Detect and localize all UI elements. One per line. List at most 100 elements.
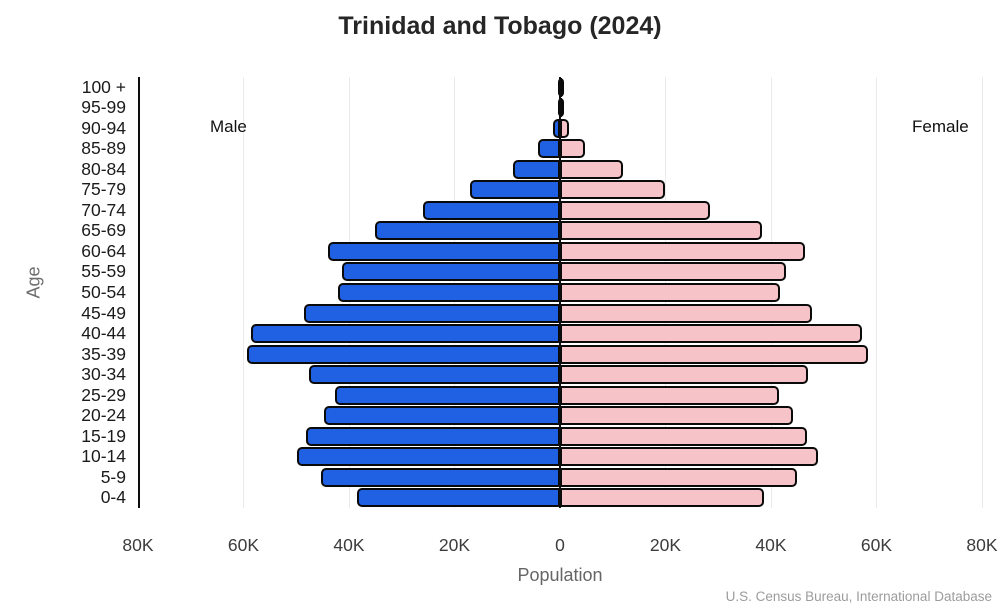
bar-female-5-9[interactable]	[560, 467, 797, 487]
bar-female-35-39[interactable]	[560, 344, 869, 364]
y-axis-line	[138, 77, 140, 508]
age-tick-label: 55-59	[81, 261, 126, 282]
pyramid-row	[140, 344, 984, 365]
x-tick-label: 0	[555, 535, 565, 555]
age-tick-label: 40-44	[81, 323, 126, 344]
age-tick-label: 10-14	[81, 446, 126, 467]
pyramid-row	[140, 405, 984, 426]
age-tick-label: 25-29	[81, 384, 126, 405]
bar-male-60-64[interactable]	[327, 241, 560, 261]
x-tick-labels: 80K 60K 40K 20K 0 20K 40K 60K 80K	[0, 535, 1000, 557]
bar-female-25-29[interactable]	[560, 385, 780, 405]
bar-male-40-44[interactable]	[250, 324, 560, 344]
female-series-label: Female	[912, 117, 969, 136]
source-attribution: U.S. Census Bureau, International Databa…	[725, 589, 992, 604]
age-tick-label: 80-84	[81, 158, 126, 179]
pyramid-row	[140, 282, 984, 303]
bar-male-50-54[interactable]	[337, 282, 560, 302]
bar-male-0-4[interactable]	[356, 488, 560, 508]
age-tick-label: 85-89	[81, 138, 126, 159]
pyramid-row	[140, 180, 984, 201]
bar-male-70-74[interactable]	[423, 200, 560, 220]
pyramid-row	[140, 385, 984, 406]
age-tick-label: 90-94	[81, 117, 126, 138]
bar-male-5-9[interactable]	[321, 467, 560, 487]
age-tick-label: 95-99	[81, 97, 126, 118]
bar-female-95-99[interactable]	[560, 98, 564, 118]
x-tick-label: 80K	[966, 535, 998, 555]
age-tick-label: 60-64	[81, 240, 126, 261]
bar-male-85-89[interactable]	[537, 139, 560, 159]
bar-female-70-74[interactable]	[560, 200, 711, 220]
pyramid-row	[140, 467, 984, 488]
age-tick-label: 75-79	[81, 179, 126, 200]
bar-female-100[interactable]	[560, 77, 564, 97]
age-tick-labels: 100 +95-99 90-94 85-89 80-84 75-79 70-74 65-69…	[0, 77, 130, 508]
pyramid-row	[140, 446, 984, 467]
bar-female-90-94[interactable]	[560, 118, 570, 138]
x-tick-label: 40K	[333, 535, 365, 555]
bar-female-20-24[interactable]	[560, 406, 793, 426]
bar-female-85-89[interactable]	[560, 139, 585, 159]
x-tick-label: 60K	[227, 535, 260, 555]
bar-female-55-59[interactable]	[560, 262, 787, 282]
bar-female-40-44[interactable]	[560, 324, 863, 344]
age-tick-label: 35-39	[81, 343, 126, 364]
bar-female-80-84[interactable]	[560, 159, 623, 179]
center-divider-line	[559, 77, 561, 508]
bar-female-75-79[interactable]	[560, 180, 665, 200]
bar-female-65-69[interactable]	[560, 221, 763, 241]
age-tick-label: 45-49	[81, 302, 126, 323]
pyramid-row	[140, 98, 984, 119]
bar-female-0-4[interactable]	[560, 488, 765, 508]
pyramid-row	[140, 77, 984, 98]
bar-male-75-79[interactable]	[469, 180, 560, 200]
age-tick-label: 5-9	[100, 466, 126, 487]
pyramid-row	[140, 364, 984, 385]
bar-female-15-19[interactable]	[560, 426, 808, 446]
bar-male-55-59[interactable]	[341, 262, 560, 282]
x-tick-label: 60K	[860, 535, 893, 555]
gridline	[243, 77, 244, 508]
pyramid-row	[140, 262, 984, 283]
pyramid-row	[140, 159, 984, 180]
chart-title: Trinidad and Tobago (2024)	[338, 12, 662, 40]
pyramid-row	[140, 118, 984, 139]
bar-female-50-54[interactable]	[560, 282, 780, 302]
x-tick-label: 20K	[649, 535, 682, 555]
x-tick-label: 80K	[122, 535, 154, 555]
bar-female-45-49[interactable]	[560, 303, 812, 323]
x-tick-label: 40K	[755, 535, 787, 555]
gridline	[981, 77, 983, 508]
bar-male-10-14[interactable]	[296, 447, 560, 467]
bar-female-10-14[interactable]	[560, 447, 818, 467]
x-tick-label: 20K	[438, 535, 471, 555]
age-tick-label: 65-69	[81, 220, 126, 241]
pyramid-row	[140, 487, 984, 508]
male-series-label: Male	[210, 117, 247, 136]
bar-female-60-64[interactable]	[560, 241, 806, 261]
bar-male-35-39[interactable]	[247, 344, 560, 364]
pyramid-row	[140, 426, 984, 447]
x-axis-title: Population	[517, 565, 603, 585]
bar-male-20-24[interactable]	[324, 406, 560, 426]
age-tick-label: 50-54	[81, 282, 126, 302]
gridline	[876, 77, 877, 508]
bar-male-65-69[interactable]	[375, 221, 560, 241]
bar-male-45-49[interactable]	[304, 303, 560, 323]
bar-male-15-19[interactable]	[305, 426, 560, 446]
bar-male-25-29[interactable]	[335, 385, 560, 405]
pyramid-row	[140, 323, 984, 344]
age-tick-label: 70-74	[81, 199, 126, 220]
bar-male-80-84[interactable]	[512, 159, 560, 179]
bar-male-30-34[interactable]	[308, 365, 560, 385]
bar-female-30-34[interactable]	[560, 365, 808, 385]
age-tick-label: 100 +	[81, 76, 126, 97]
age-tick-label: 15-19	[81, 425, 126, 446]
age-tick-label: 30-34	[81, 364, 126, 385]
age-tick-label: 20-24	[81, 405, 126, 426]
pyramid-row	[140, 139, 984, 160]
pyramid-row	[140, 200, 984, 221]
age-tick-label: 0-4	[100, 487, 126, 508]
